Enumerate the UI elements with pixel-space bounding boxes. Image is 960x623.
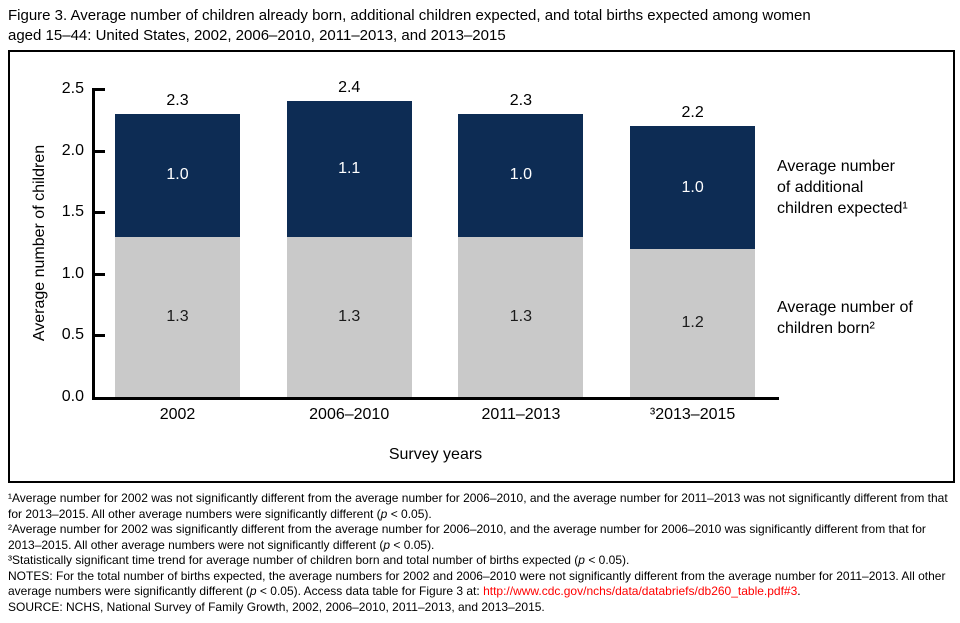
footnote-2: ²Average number for 2002 was significant… xyxy=(8,522,954,553)
footnote-text: ¹Average number for 2002 was not signifi… xyxy=(8,491,948,521)
footnote-1: ¹Average number for 2002 was not signifi… xyxy=(8,491,954,522)
bar-value-label-expected: 1.0 xyxy=(166,166,189,184)
bar-total-label: 2.2 xyxy=(681,103,704,121)
y-tick-label: 1.0 xyxy=(61,264,84,282)
bar-segment-born xyxy=(458,236,584,397)
footnote-text: < 0.05). Access data table for Figure 3 … xyxy=(256,584,484,598)
bar-segment-born xyxy=(286,236,412,397)
y-tick-label: 1.5 xyxy=(61,203,84,221)
bar-total-label: 2.3 xyxy=(166,91,189,109)
y-tick-label: 0.0 xyxy=(61,388,84,405)
notes: NOTES: For the total number of births ex… xyxy=(8,569,954,600)
x-axis-line xyxy=(92,397,779,400)
figure-title: Figure 3. Average number of children alr… xyxy=(8,7,811,44)
italic-text: p xyxy=(249,584,257,598)
bar-segment-expected xyxy=(286,101,412,237)
bar-segment-expected xyxy=(458,113,584,237)
footnote-text: . xyxy=(797,584,801,598)
footnote-text: < 0.05). xyxy=(390,537,435,552)
footnote-text: NOTES: For the total number of births ex… xyxy=(8,568,946,599)
bar-value-label-expected: 1.1 xyxy=(338,160,361,178)
bar-segment-expected xyxy=(115,113,240,237)
footnote-text: ²Average number for 2002 was significant… xyxy=(8,522,926,552)
source: SOURCE: NCHS, National Survey of Family … xyxy=(8,600,954,616)
series-label-expected: Average number of additional children ex… xyxy=(777,158,908,217)
bar-segment-born xyxy=(630,249,756,397)
y-tick-mark xyxy=(92,272,105,276)
footnote-text: SOURCE: NCHS, National Survey of Family … xyxy=(8,599,545,614)
bar-total-label: 2.4 xyxy=(338,79,361,97)
y-tick-mark xyxy=(92,211,105,215)
bar-value-label-born: 1.3 xyxy=(509,307,533,325)
chart-frame: 0.0 0.5 1.0 1.5 2.0 2.5 1.3 1.0 2.3 2002 1.3 1.1 2.4… xyxy=(8,50,955,483)
footnote-text: ³Statistically significant time trend fo… xyxy=(8,553,579,567)
italic-text: p xyxy=(383,537,391,552)
x-tick-label: 2006–2010 xyxy=(309,406,390,423)
x-axis-title: Survey years xyxy=(388,446,483,463)
italic-text: p xyxy=(578,553,585,567)
bar-segment-born xyxy=(115,236,240,397)
footnote-text: < 0.05). xyxy=(387,506,432,521)
x-tick-label: 2002 xyxy=(159,406,196,423)
bar-value-label-expected: 1.0 xyxy=(509,166,533,184)
data-table-link[interactable]: http://www.cdc.gov/nchs/data/databriefs/… xyxy=(483,584,798,598)
footnote-text: < 0.05). xyxy=(584,553,630,567)
y-tick-mark xyxy=(92,334,105,338)
x-tick-label: ³2013–2015 xyxy=(649,406,736,423)
y-tick-mark xyxy=(92,88,105,91)
y-axis-title: Average number of children xyxy=(31,144,48,342)
footnote-3: ³Statistically significant time trend fo… xyxy=(8,553,954,569)
y-tick-label: 2.5 xyxy=(61,80,84,97)
bar-value-label-born: 1.2 xyxy=(681,314,704,332)
italic-text: p xyxy=(380,506,388,521)
x-tick-label: 2011–2013 xyxy=(481,406,561,423)
y-tick-label: 2.0 xyxy=(61,141,84,159)
y-tick-mark xyxy=(92,149,105,153)
bar-segment-expected xyxy=(630,125,756,250)
bar-value-label-born: 1.3 xyxy=(338,307,361,325)
bar-value-label-expected: 1.0 xyxy=(681,178,704,196)
footnotes: ¹Average number for 2002 was not signifi… xyxy=(8,491,954,615)
series-label-born: Average number of children born² xyxy=(777,299,913,337)
bar-total-label: 2.3 xyxy=(509,91,533,109)
y-axis-line xyxy=(92,89,95,397)
bar-value-label-born: 1.3 xyxy=(166,307,189,325)
y-tick-label: 0.5 xyxy=(61,326,84,344)
